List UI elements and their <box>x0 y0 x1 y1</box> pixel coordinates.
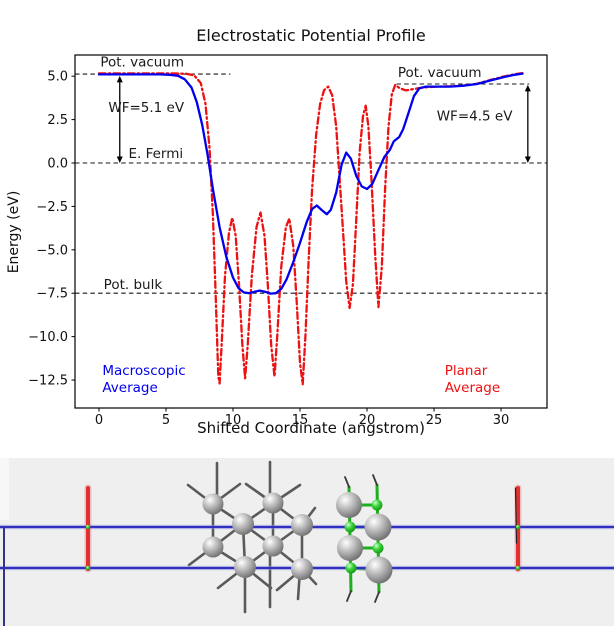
potential-profile-chart: 0 5 10 15 20 25 30 5.0 2.5 0.0 −2.5 −5.0 −7.5 −10.0 −1… <box>28 54 548 428</box>
bond-stub <box>372 474 378 486</box>
gray-atom <box>202 536 224 558</box>
spike-companion-line <box>514 487 518 544</box>
green-atom <box>345 562 357 574</box>
y-axis-tick-label: −5.0 <box>36 243 68 258</box>
wf-left-arrow-head-top <box>116 75 123 83</box>
chart-title: Electrostatic Potential Profile <box>196 26 426 45</box>
annotation-macroscopic-average: Macroscopic Average <box>102 363 185 396</box>
wf-right-arrow <box>524 84 531 164</box>
corner-strip <box>0 458 9 520</box>
spike-marker-dot <box>85 524 91 530</box>
gray-atom <box>365 556 393 584</box>
y-axis-tick-label: 2.5 <box>47 113 68 128</box>
gray-atom <box>291 558 313 580</box>
y-axis-tick-label: −10.0 <box>28 330 68 345</box>
gray-atom <box>232 513 254 535</box>
annotation-pot-bulk: Pot. bulk <box>104 277 163 293</box>
y-axis-tick-label: 5.0 <box>47 70 68 85</box>
annotation-pot-vacuum-right: Pot. vacuum <box>398 65 482 81</box>
bond-stub <box>344 476 350 488</box>
atomic-structure-image <box>0 458 614 626</box>
annotation-pot-vacuum-left: Pot. vacuum <box>100 55 184 71</box>
gray-atom <box>262 535 284 557</box>
x-axis-tick-label: 30 <box>493 413 510 428</box>
spike-marker-dot <box>85 565 91 571</box>
wf-right-arrow-head-top <box>524 84 531 92</box>
x-axis-tick-label: 20 <box>359 413 376 428</box>
bond-stub <box>346 590 352 602</box>
x-axis-tick-label: 0 <box>95 413 103 428</box>
x-axis-tick-label: 15 <box>292 413 309 428</box>
plot-area <box>74 54 548 409</box>
spike-marker-dot <box>515 565 521 571</box>
annotation-wf-left: WF=5.1 eV <box>108 100 184 116</box>
y-axis-tick-label: −2.5 <box>36 200 68 215</box>
gray-atom <box>262 492 284 514</box>
wf-left-arrow-head-bottom <box>116 156 123 164</box>
macroscopic-average-curve <box>97 72 524 295</box>
bond-stub <box>374 591 380 603</box>
y-axis-tick-label: 0.0 <box>47 157 68 172</box>
gray-atom <box>202 493 224 515</box>
gray-atom <box>234 556 256 578</box>
wf-right-arrow-head-bottom <box>524 156 531 164</box>
annotation-e-fermi: E. Fermi <box>128 146 183 162</box>
y-axis-tick-label: −12.5 <box>28 374 68 389</box>
annotation-wf-right: WF=4.5 eV <box>437 108 513 124</box>
green-atom <box>344 521 356 533</box>
x-axis-tick-label: 10 <box>225 413 242 428</box>
gray-atom <box>336 492 362 518</box>
annotation-planar-average: Planar Average <box>445 363 500 396</box>
planar-average-curve <box>97 71 524 386</box>
green-atom <box>371 499 383 511</box>
x-axis-label: Shifted Coordinate (angstrom) <box>197 419 425 437</box>
gray-atom <box>364 513 392 541</box>
gray-atom <box>337 535 363 561</box>
spike-marker-dot <box>515 524 521 530</box>
wf-left-arrow <box>116 75 123 164</box>
x-axis-tick-label: 5 <box>162 413 170 428</box>
gray-atom <box>291 514 313 536</box>
x-axis-tick-label: 25 <box>426 413 443 428</box>
structure-background <box>0 458 614 626</box>
y-axis-tick-label: −7.5 <box>36 287 68 302</box>
green-atom <box>372 542 384 554</box>
